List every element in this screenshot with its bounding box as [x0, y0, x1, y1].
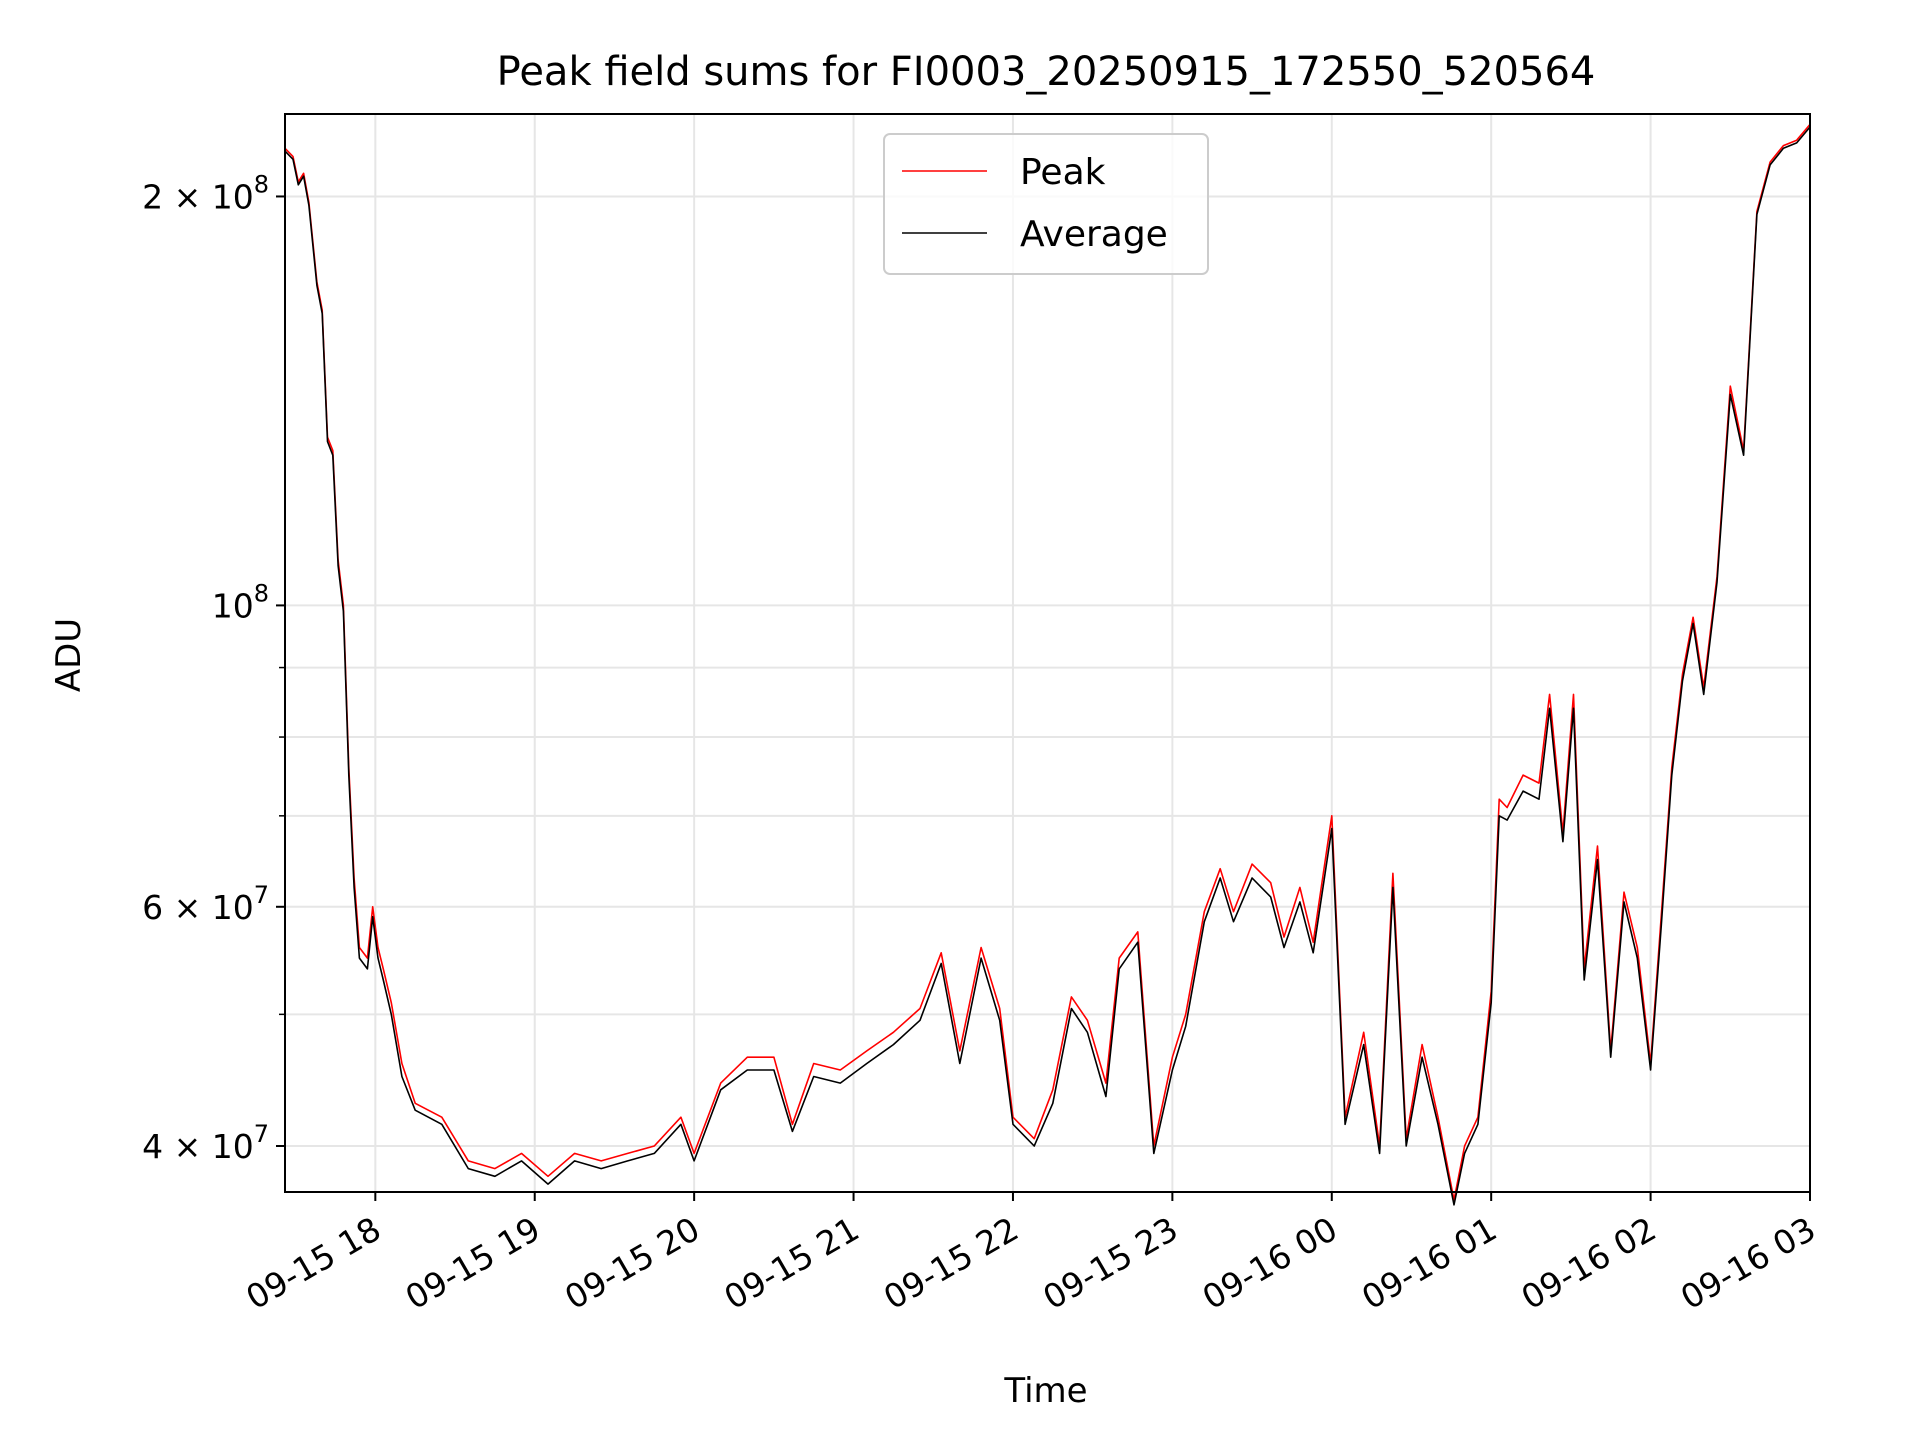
y-tick-label: 4 × 107 — [142, 1120, 269, 1166]
y-tick-label: 6 × 107 — [142, 881, 269, 927]
legend-label-peak: Peak — [1020, 152, 1106, 193]
y-tick-label: 2 × 108 — [142, 170, 269, 216]
y-axis: 4 × 107 6 × 107 108 2 × 108 — [142, 170, 285, 1166]
legend-box — [883, 133, 1209, 275]
series-line-average — [284, 126, 1811, 1206]
x-axis-label: Time — [1003, 1371, 1087, 1411]
y-axis-label: ADU — [49, 618, 89, 692]
series-lines — [284, 123, 1811, 1206]
series-line-peak — [284, 123, 1811, 1201]
legend-label-average: Average — [1020, 214, 1168, 255]
chart-title: Peak field sums for FI0003_20250915_1725… — [497, 49, 1596, 95]
legend: Peak Average — [883, 133, 1209, 275]
plot-frame — [284, 113, 1811, 1193]
y-tick-label: 108 — [212, 579, 269, 625]
